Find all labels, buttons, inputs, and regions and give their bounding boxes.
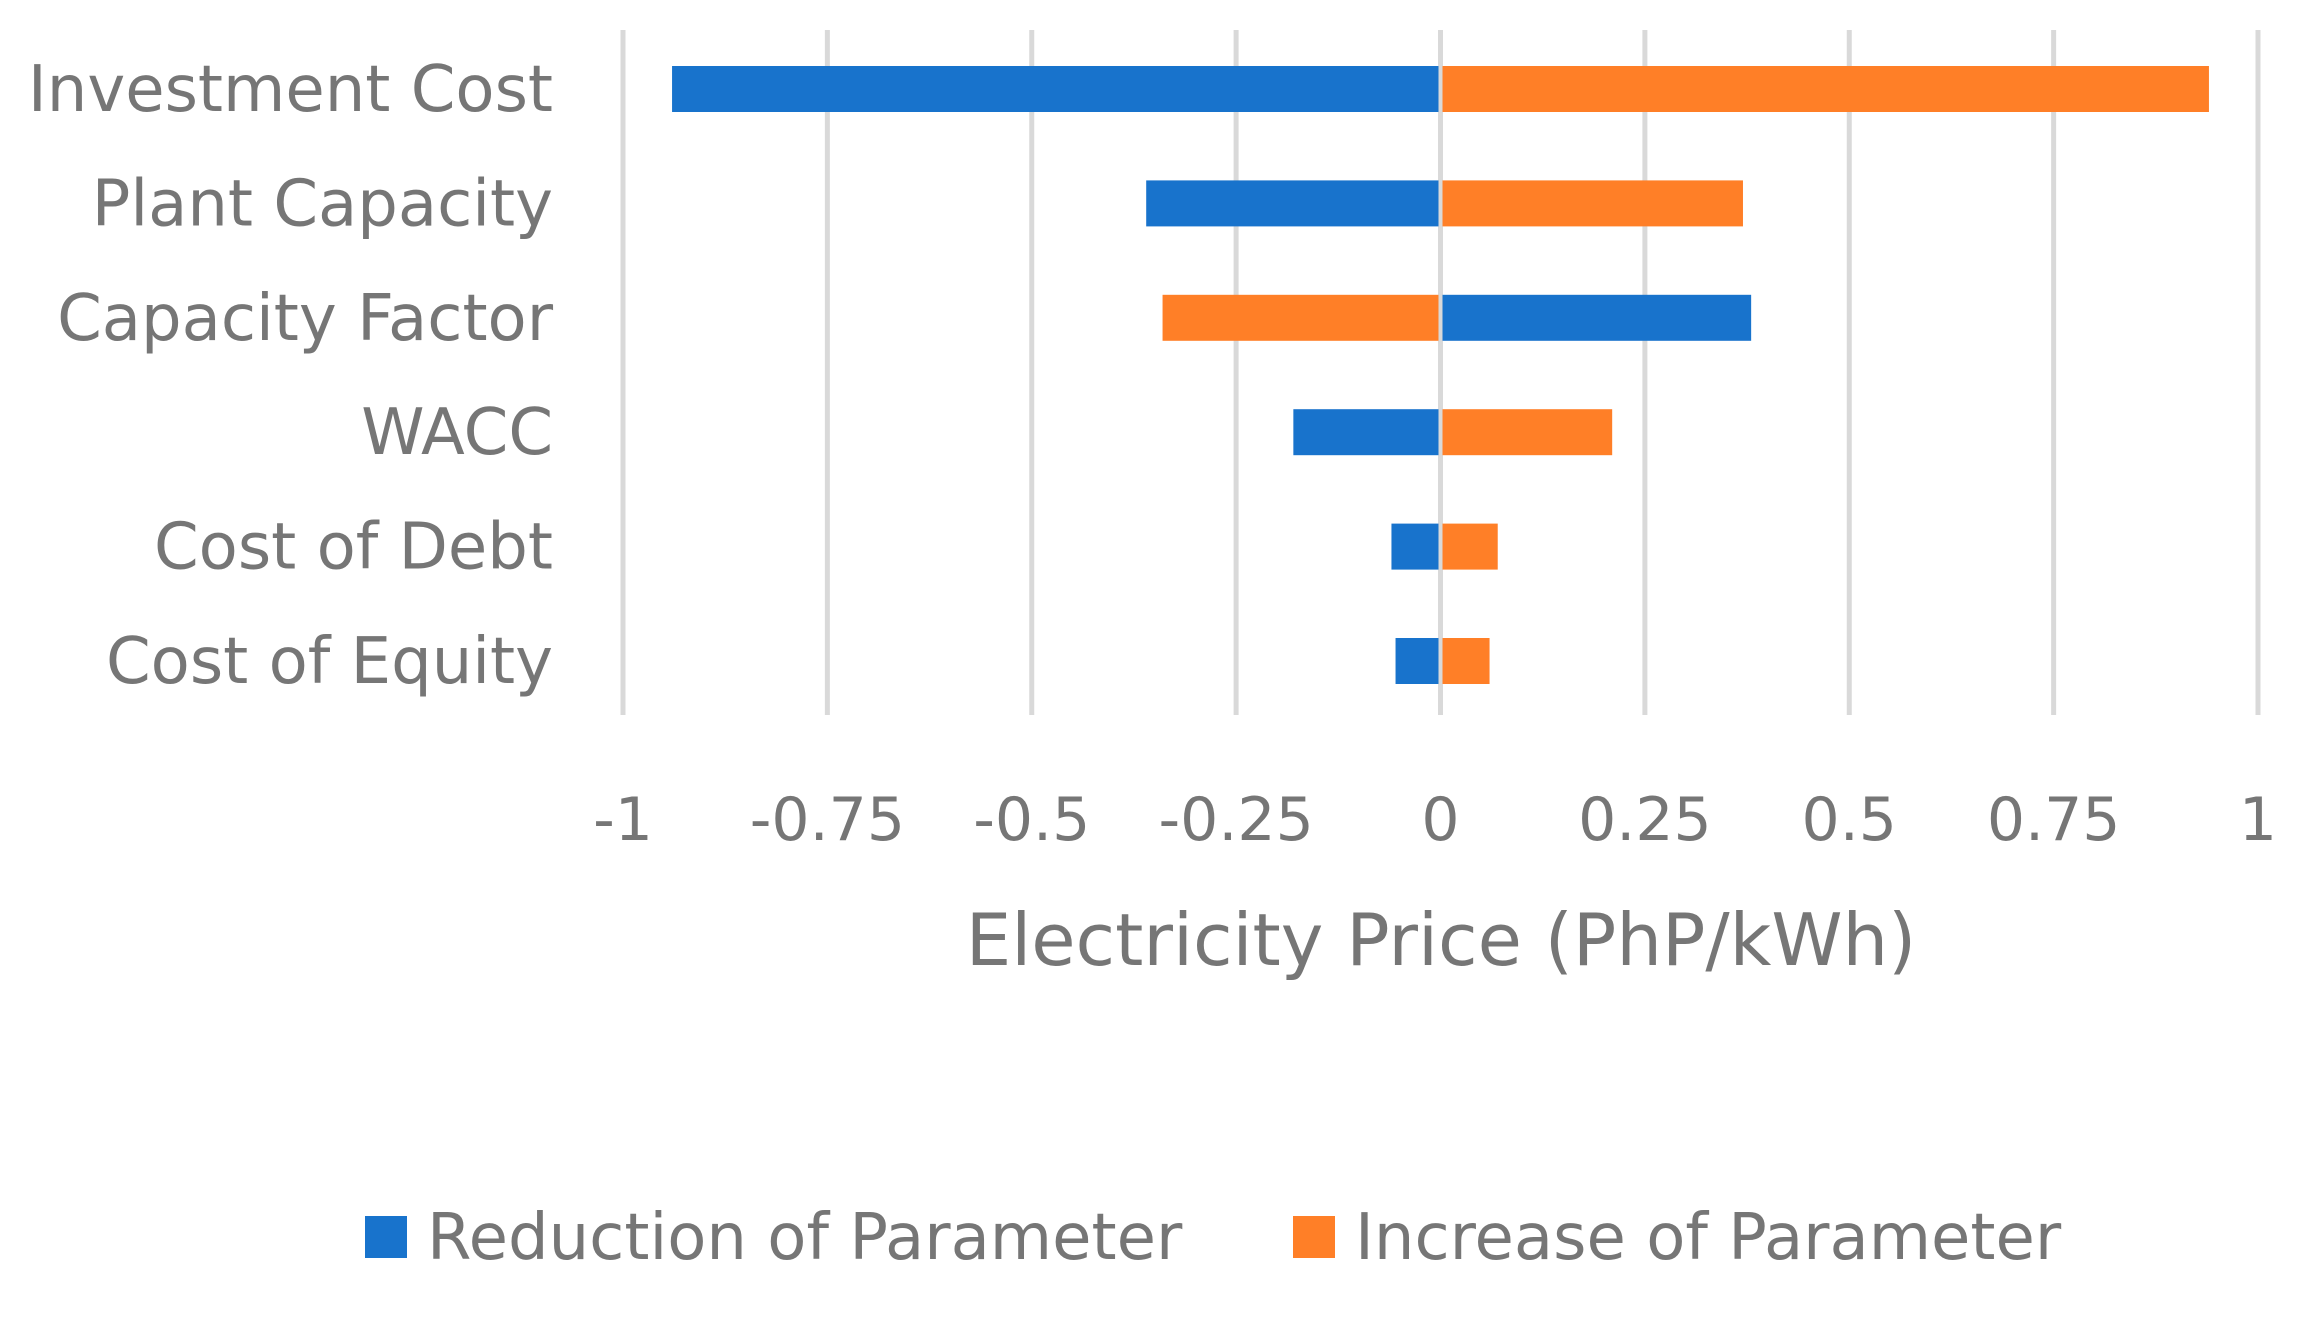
- category-label: Cost of Debt: [154, 511, 553, 585]
- category-labels: Investment Cost Plant Capacity Capacity Fa…: [28, 53, 554, 699]
- x-tick-label: 0.5: [1802, 785, 1897, 855]
- x-tick-label: -0.75: [750, 785, 905, 855]
- bar-increase-0: [1442, 66, 2209, 112]
- x-tick-label: 0.75: [1987, 785, 2121, 855]
- bar-reduction-1: [1146, 180, 1439, 227]
- bar-increase-2: [1162, 294, 1439, 341]
- legend: Reduction of Parameter Increase of Parame…: [365, 1201, 2062, 1275]
- x-tick-labels: -1 -0.75 -0.5 -0.25 0 0.25 0.5 0.75 1: [593, 785, 2277, 855]
- x-tick-label: -0.5: [973, 785, 1090, 855]
- bar-increase-3: [1442, 409, 1613, 456]
- legend-swatch-1: [1293, 1216, 1335, 1258]
- bar-increase-5: [1442, 638, 1490, 684]
- x-tick-label: 0.25: [1578, 785, 1712, 855]
- legend-swatch-0: [365, 1216, 407, 1258]
- bar-reduction-0: [672, 66, 1439, 112]
- x-tick-label: 1: [2239, 785, 2277, 855]
- bar-increase-1: [1442, 180, 1743, 227]
- bar-increase-4: [1442, 523, 1498, 570]
- x-axis-title: Electricity Price (PhP/kWh): [966, 898, 1916, 982]
- category-label: WACC: [361, 396, 553, 470]
- x-tick-label: -1: [593, 785, 653, 855]
- gridlines: [620, 30, 2261, 715]
- legend-label-1: Increase of Parameter: [1355, 1201, 2062, 1275]
- legend-label-0: Reduction of Parameter: [427, 1201, 1183, 1275]
- category-label: Investment Cost: [28, 53, 553, 127]
- category-label: Cost of Equity: [106, 625, 553, 699]
- bar-reduction-5: [1395, 638, 1439, 684]
- x-tick-label: -0.25: [1159, 785, 1314, 855]
- category-label: Capacity Factor: [57, 282, 554, 356]
- category-label: Plant Capacity: [92, 167, 553, 241]
- bar-reduction-3: [1293, 409, 1439, 456]
- x-tick-label: 0: [1421, 785, 1459, 855]
- bars: [672, 66, 2209, 684]
- bar-reduction-2: [1442, 294, 1752, 341]
- bar-reduction-4: [1391, 523, 1439, 570]
